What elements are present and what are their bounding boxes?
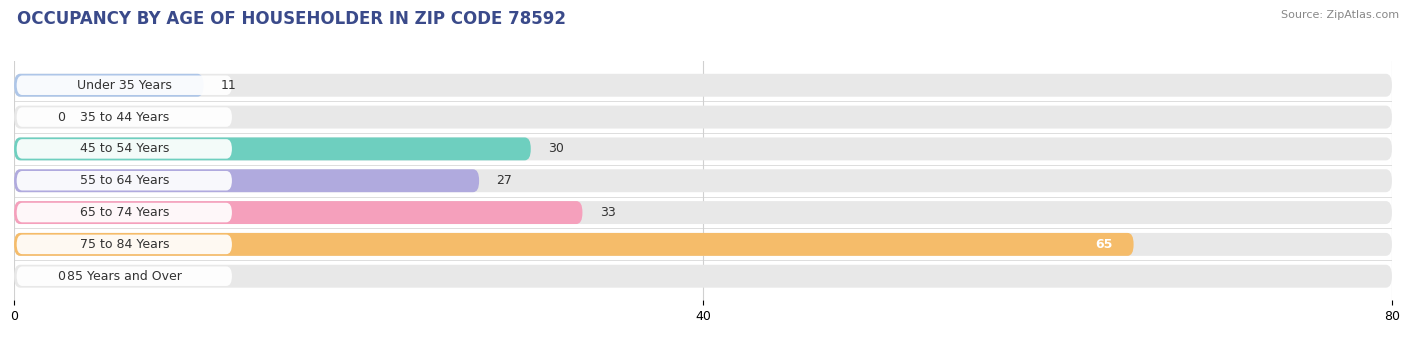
FancyBboxPatch shape — [17, 235, 232, 254]
Text: OCCUPANCY BY AGE OF HOUSEHOLDER IN ZIP CODE 78592: OCCUPANCY BY AGE OF HOUSEHOLDER IN ZIP C… — [17, 10, 565, 28]
FancyBboxPatch shape — [14, 106, 1392, 129]
FancyBboxPatch shape — [17, 266, 232, 286]
FancyBboxPatch shape — [14, 201, 1392, 224]
FancyBboxPatch shape — [17, 75, 232, 95]
Text: 35 to 44 Years: 35 to 44 Years — [80, 110, 169, 123]
FancyBboxPatch shape — [14, 74, 1392, 97]
FancyBboxPatch shape — [14, 265, 1392, 288]
FancyBboxPatch shape — [17, 139, 232, 159]
FancyBboxPatch shape — [17, 107, 232, 127]
FancyBboxPatch shape — [14, 201, 582, 224]
Text: 65 to 74 Years: 65 to 74 Years — [80, 206, 169, 219]
Text: 85 Years and Over: 85 Years and Over — [67, 270, 181, 283]
FancyBboxPatch shape — [14, 137, 1392, 160]
Text: 30: 30 — [548, 143, 564, 155]
Text: 0: 0 — [58, 270, 65, 283]
FancyBboxPatch shape — [14, 74, 204, 97]
Text: 27: 27 — [496, 174, 512, 187]
Text: 55 to 64 Years: 55 to 64 Years — [80, 174, 169, 187]
FancyBboxPatch shape — [14, 233, 1392, 256]
FancyBboxPatch shape — [17, 203, 232, 222]
FancyBboxPatch shape — [14, 233, 1133, 256]
Text: 11: 11 — [221, 79, 236, 92]
FancyBboxPatch shape — [17, 171, 232, 191]
FancyBboxPatch shape — [14, 137, 531, 160]
Text: 45 to 54 Years: 45 to 54 Years — [80, 143, 169, 155]
Text: 65: 65 — [1095, 238, 1114, 251]
FancyBboxPatch shape — [14, 169, 479, 192]
FancyBboxPatch shape — [14, 169, 1392, 192]
Text: 0: 0 — [58, 110, 65, 123]
Text: 33: 33 — [599, 206, 616, 219]
Text: Source: ZipAtlas.com: Source: ZipAtlas.com — [1281, 10, 1399, 20]
Text: Under 35 Years: Under 35 Years — [77, 79, 172, 92]
Text: 75 to 84 Years: 75 to 84 Years — [80, 238, 169, 251]
